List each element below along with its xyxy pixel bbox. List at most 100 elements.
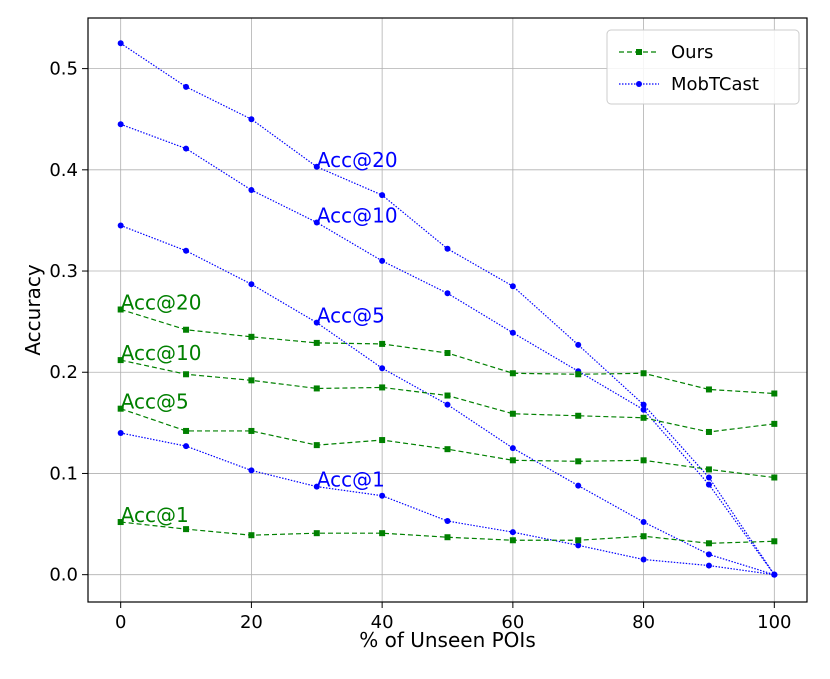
data-point [705, 562, 712, 569]
data-point [379, 384, 386, 391]
data-point [705, 428, 712, 435]
series-mobtcast-acc-10 [117, 121, 778, 578]
data-point [640, 556, 647, 563]
annotation-label: Acc@5 [121, 390, 189, 414]
data-point [379, 340, 386, 347]
data-point [444, 392, 451, 399]
data-point [248, 427, 255, 434]
data-point [509, 457, 516, 464]
data-point [771, 420, 778, 427]
y-tick-label: 0.1 [49, 463, 78, 484]
legend-entry-mobtcast: MobTCast [619, 74, 759, 95]
data-point [444, 446, 451, 453]
data-point [444, 401, 451, 408]
data-point [575, 537, 582, 544]
data-point [379, 257, 386, 264]
data-point [640, 519, 647, 526]
x-tick-label: 60 [501, 612, 524, 633]
series-ours-acc-5 [117, 405, 778, 481]
y-tick-label: 0.2 [49, 362, 78, 383]
legend-label: Ours [671, 42, 713, 63]
data-point [705, 540, 712, 547]
x-axis-title: % of Unseen POIs [359, 628, 536, 652]
data-point [705, 386, 712, 393]
data-point [183, 145, 190, 152]
data-point [705, 481, 712, 488]
legend-entry-ours: Ours [619, 42, 713, 63]
data-point [705, 466, 712, 473]
x-tick-label: 40 [371, 612, 394, 633]
y-tick-label: 0.0 [49, 565, 78, 586]
series-ours-acc-20 [117, 306, 778, 397]
annotation-label: Acc@1 [121, 503, 189, 527]
plot-frame [87, 17, 808, 603]
data-point [183, 83, 190, 90]
data-point [248, 532, 255, 539]
data-point [705, 551, 712, 558]
data-point [117, 121, 124, 128]
annotation-label: Acc@20 [121, 290, 202, 314]
legend-box [606, 29, 800, 105]
data-point [575, 458, 582, 465]
data-point [183, 427, 190, 434]
data-point [640, 533, 647, 540]
x-tick-label: 0 [115, 612, 126, 633]
data-point [705, 474, 712, 481]
data-point [379, 437, 386, 444]
series-group [117, 40, 778, 578]
data-point [575, 371, 582, 378]
series-mobtcast-acc-20 [117, 40, 778, 578]
data-point [313, 385, 320, 392]
data-point [183, 371, 190, 378]
data-point [313, 219, 320, 226]
series-line [120, 521, 775, 544]
series-ours-acc-1 [117, 519, 778, 547]
data-point [640, 406, 647, 413]
data-point [379, 365, 386, 372]
data-point [575, 542, 582, 549]
data-point [117, 519, 124, 526]
data-point [640, 370, 647, 377]
data-point [771, 474, 778, 481]
data-point [248, 333, 255, 340]
data-point [379, 192, 386, 199]
x-tick-label: 20 [240, 612, 263, 633]
data-point [183, 526, 190, 533]
x-tick-label: 100 [757, 612, 791, 633]
series-line [120, 123, 775, 576]
annotation-label: Acc@20 [317, 148, 398, 172]
annotations: Acc@20 Acc@10 Acc@5 Acc@1 Acc@20 Acc@10 Acc@5 A… [121, 148, 398, 527]
data-point [117, 306, 124, 313]
grid [88, 18, 807, 602]
data-point [313, 442, 320, 449]
legend: Ours MobTCast [606, 29, 800, 105]
data-point [444, 350, 451, 357]
data-point [248, 377, 255, 384]
data-point [379, 530, 386, 537]
data-point [313, 339, 320, 346]
data-point [509, 529, 516, 536]
data-point [248, 467, 255, 474]
data-point [444, 245, 451, 252]
data-point [248, 281, 255, 288]
data-point [117, 429, 124, 436]
data-point [313, 319, 320, 326]
data-point [248, 187, 255, 194]
data-point [640, 401, 647, 408]
data-point [640, 457, 647, 464]
data-point [117, 405, 124, 412]
data-point [313, 483, 320, 490]
legend-marker [636, 49, 642, 55]
data-point [640, 414, 647, 421]
data-point [183, 247, 190, 254]
data-point [117, 222, 124, 229]
data-point [183, 443, 190, 450]
data-point [444, 518, 451, 525]
y-tick-label: 0.3 [49, 261, 78, 282]
annotation-label: Acc@5 [317, 304, 385, 328]
data-point [509, 410, 516, 417]
data-point [248, 116, 255, 123]
